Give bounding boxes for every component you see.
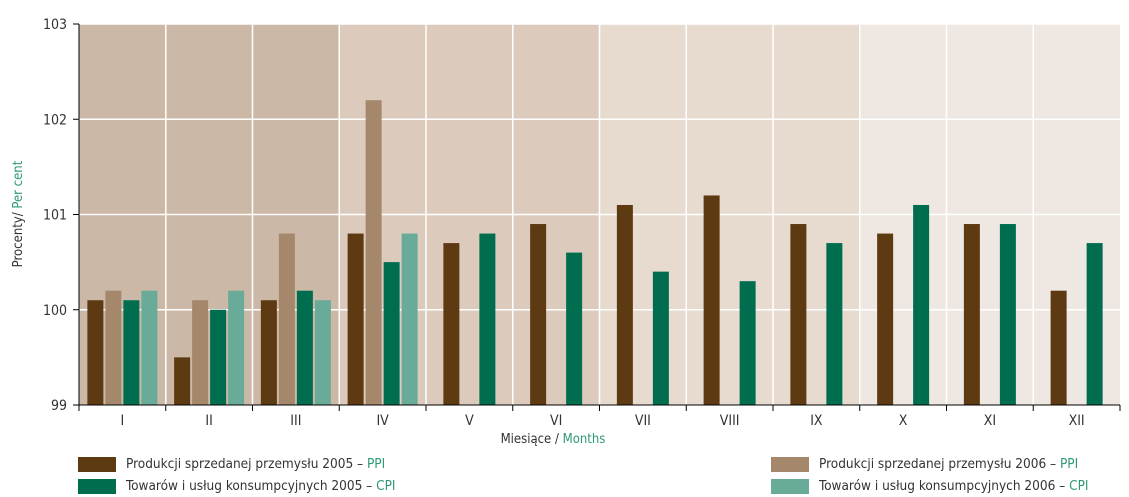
x-axis-title-part2: Months	[563, 432, 606, 447]
bars	[87, 100, 1103, 405]
bar-ppi-2006-iv	[365, 100, 382, 405]
bar-cpi-2005-ii	[210, 309, 227, 405]
bar-cpi-2005-iv	[383, 262, 400, 405]
x-tick-label: XI	[984, 413, 996, 429]
x-tick-labels: I II III IV V VI VII VIII IX X XI XII	[121, 413, 1085, 429]
bar-cpi-2005-x	[913, 204, 930, 405]
bar-ppi-2005-x	[877, 233, 894, 405]
bar-cpi-2005-iii	[296, 290, 313, 405]
legend-swatch-ppi-2006	[771, 456, 809, 472]
legend-tag-ppi-2005: PPI	[366, 456, 386, 472]
bar-cpi-2005-viii	[739, 281, 756, 405]
bar-ppi-2005-iii	[260, 300, 277, 405]
legend-label-ppi-2005: Produkcji sprzedanej przemysłu 2005	[126, 456, 354, 472]
y-axis-title: Procenty/ Per cent	[11, 160, 26, 267]
axes	[73, 23, 1121, 411]
y-tick-label: 101	[43, 208, 67, 224]
legend-swatch-ppi-2005	[78, 456, 116, 472]
bar-ppi-2005-vi	[530, 224, 547, 405]
legend-tag-cpi-2006: CPI	[1069, 478, 1089, 494]
bar-ppi-2005-iv	[347, 233, 364, 405]
legend-tag-ppi-2006: PPI	[1059, 456, 1079, 472]
legend-swatch-cpi-2006	[771, 478, 809, 494]
y-axis-title-part2: Per cent	[11, 160, 26, 208]
bar-ppi-2005-v	[443, 243, 460, 405]
bar-cpi-2005-vi	[566, 252, 583, 405]
bar-cpi-2006-iii	[314, 300, 331, 405]
y-tick-label: 103	[43, 17, 67, 33]
legend-separator: –	[362, 478, 377, 494]
bar-ppi-2005-xii	[1050, 290, 1067, 405]
bar-cpi-2006-iv	[401, 233, 418, 405]
bar-ppi-2005-ix	[790, 224, 807, 405]
x-tick-label: IV	[376, 413, 389, 429]
bar-ppi-2005-i	[87, 300, 104, 405]
legend-item-ppi-2006: Produkcji sprzedanej przemysłu 2006 – PP…	[771, 455, 1078, 473]
legend-item-cpi-2005: Towarów i usług konsumpcyjnych 2005 – CP…	[78, 477, 396, 495]
x-tick-label: VI	[550, 413, 562, 429]
bar-ppi-2005-xi	[963, 224, 980, 405]
bar-ppi-2005-viii	[703, 195, 720, 405]
x-tick-label: II	[205, 413, 212, 429]
x-axis-title-part1: Miesiące /	[501, 432, 563, 447]
bar-cpi-2005-xii	[1086, 243, 1103, 405]
legend-item-ppi-2005: Produkcji sprzedanej przemysłu 2005 – PP…	[78, 455, 385, 473]
bar-ppi-2006-ii	[192, 300, 209, 405]
y-tick-label: 100	[43, 303, 67, 319]
x-tick-label: IX	[810, 413, 823, 429]
bar-cpi-2005-i	[123, 300, 140, 405]
x-tick-label: VII	[635, 413, 651, 429]
legend-label-cpi-2005: Towarów i usług konsumpcyjnych 2005	[126, 478, 363, 494]
y-tick-label: 102	[43, 112, 67, 128]
x-tick-label: VIII	[720, 413, 740, 429]
legend-swatch-cpi-2005	[78, 478, 116, 494]
bar-ppi-2006-iii	[278, 233, 295, 405]
x-tick-label: X	[899, 413, 908, 429]
x-tick-label: V	[465, 413, 474, 429]
bar-cpi-2005-v	[479, 233, 496, 405]
y-tick-label: 99	[51, 398, 67, 414]
horizontal-gridlines	[79, 23, 1120, 311]
y-tick-labels: 99 100 101 102 103	[43, 17, 67, 414]
bar-cpi-2006-ii	[228, 290, 245, 405]
legend-item-cpi-2006: Towarów i usług konsumpcyjnych 2006 – CP…	[771, 477, 1089, 495]
x-tick-label: XII	[1069, 413, 1085, 429]
bar-cpi-2005-ix	[826, 243, 843, 405]
x-axis-title: Miesiące / Months	[501, 432, 606, 447]
legend-separator: –	[1046, 456, 1060, 472]
bar-cpi-2005-xi	[999, 224, 1016, 405]
legend-label-cpi-2006: Towarów i usług konsumpcyjnych 2006	[819, 478, 1056, 494]
y-axis-title-part1: Procenty/	[11, 212, 26, 267]
legend-separator: –	[1055, 478, 1070, 494]
x-tick-label: I	[121, 413, 125, 429]
legend-separator: –	[353, 456, 367, 472]
bar-ppi-2005-vii	[616, 204, 633, 405]
bar-cpi-2005-vii	[652, 271, 669, 405]
bar-ppi-2006-i	[105, 290, 122, 405]
x-tick-label: III	[290, 413, 301, 429]
legend-label-ppi-2006: Produkcji sprzedanej przemysłu 2006	[819, 456, 1047, 472]
legend-tag-cpi-2005: CPI	[376, 478, 396, 494]
bar-cpi-2006-i	[141, 290, 158, 405]
bar-ppi-2005-ii	[174, 357, 191, 405]
